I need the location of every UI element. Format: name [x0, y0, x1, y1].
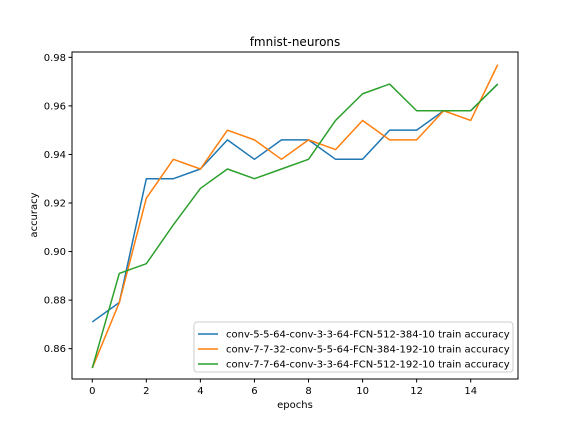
- legend: conv-5-5-64-conv-3-3-64-FCN-512-384-10 t…: [193, 321, 514, 373]
- series-line-3: [91, 83, 499, 369]
- series-lines: [91, 64, 499, 369]
- x-tick-label: 10: [356, 386, 369, 397]
- x-axis-ticks: 0 2 4 6 8 10 12 14: [89, 379, 477, 397]
- chart-title: fmnist-neurons: [250, 35, 341, 49]
- y-tick-label: 0.86: [44, 344, 66, 355]
- legend-label-2: conv-7-7-32-conv-5-5-64-FCN-384-192-10 t…: [226, 345, 510, 356]
- legend-label-3: conv-7-7-64-conv-3-3-64-FCN-512-192-10 t…: [226, 360, 510, 371]
- y-tick-label: 0.90: [44, 247, 66, 258]
- x-tick-label: 14: [464, 386, 477, 397]
- x-tick-label: 6: [251, 386, 257, 397]
- y-tick-label: 0.88: [44, 296, 66, 307]
- legend-box: [193, 321, 514, 373]
- series-line-2: [91, 64, 499, 369]
- x-tick-label: 8: [305, 386, 311, 397]
- y-axis-label: accuracy: [29, 192, 40, 237]
- y-axis-ticks: 0.86 0.88 0.90 0.92 0.94 0.96 0.98: [44, 53, 72, 355]
- y-tick-label: 0.92: [44, 198, 66, 209]
- plot-area: [91, 64, 499, 369]
- x-tick-label: 0: [89, 386, 95, 397]
- legend-items: conv-5-5-64-conv-3-3-64-FCN-512-384-10 t…: [198, 330, 510, 371]
- x-axis-label: epochs: [277, 400, 313, 411]
- y-tick-label: 0.96: [44, 101, 66, 112]
- x-tick-label: 2: [143, 386, 149, 397]
- legend-label-1: conv-5-5-64-conv-3-3-64-FCN-512-384-10 t…: [226, 330, 510, 341]
- x-tick-label: 12: [410, 386, 423, 397]
- axes-frame: [71, 51, 519, 380]
- y-tick-label: 0.94: [44, 150, 66, 161]
- x-tick-label: 4: [197, 386, 203, 397]
- y-tick-label: 0.98: [44, 53, 66, 64]
